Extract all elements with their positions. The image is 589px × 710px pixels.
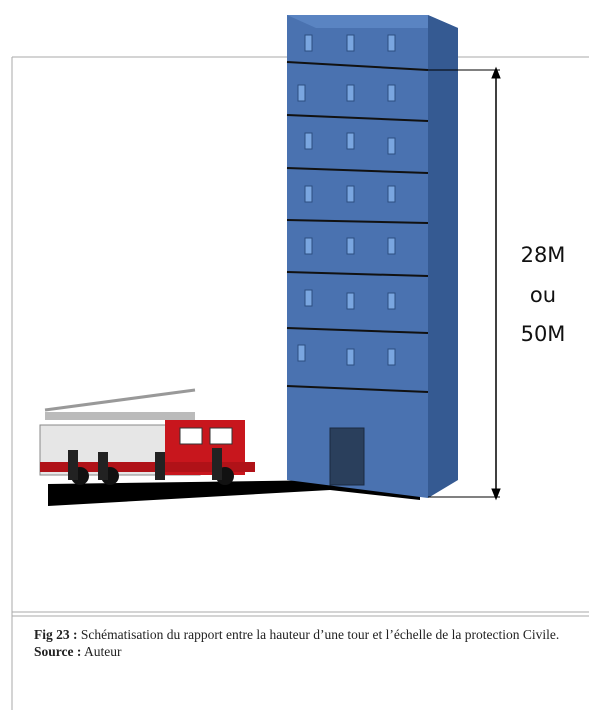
caption: Fig 23 : Schématisation du rapport entre… [34, 626, 582, 660]
building [287, 15, 458, 498]
fire-truck [40, 390, 255, 485]
caption-body: Schématisation du rapport entre la haute… [81, 627, 559, 642]
dimension-label: 28M [521, 243, 566, 267]
caption-text: Fig 23 : Schématisation du rapport entre… [34, 626, 582, 643]
dimension-label: ou [530, 283, 556, 307]
caption-source: Source : Auteur [34, 643, 582, 660]
source-label: Source : [34, 644, 81, 659]
dimension-label: 50M [521, 322, 566, 346]
caption-label: Fig 23 : [34, 627, 78, 642]
figure: 28M ou 50M [0, 0, 589, 710]
page: 28M ou 50M Fig 23 : Schématisation du ra… [0, 0, 589, 710]
source: Auteur [84, 644, 122, 659]
